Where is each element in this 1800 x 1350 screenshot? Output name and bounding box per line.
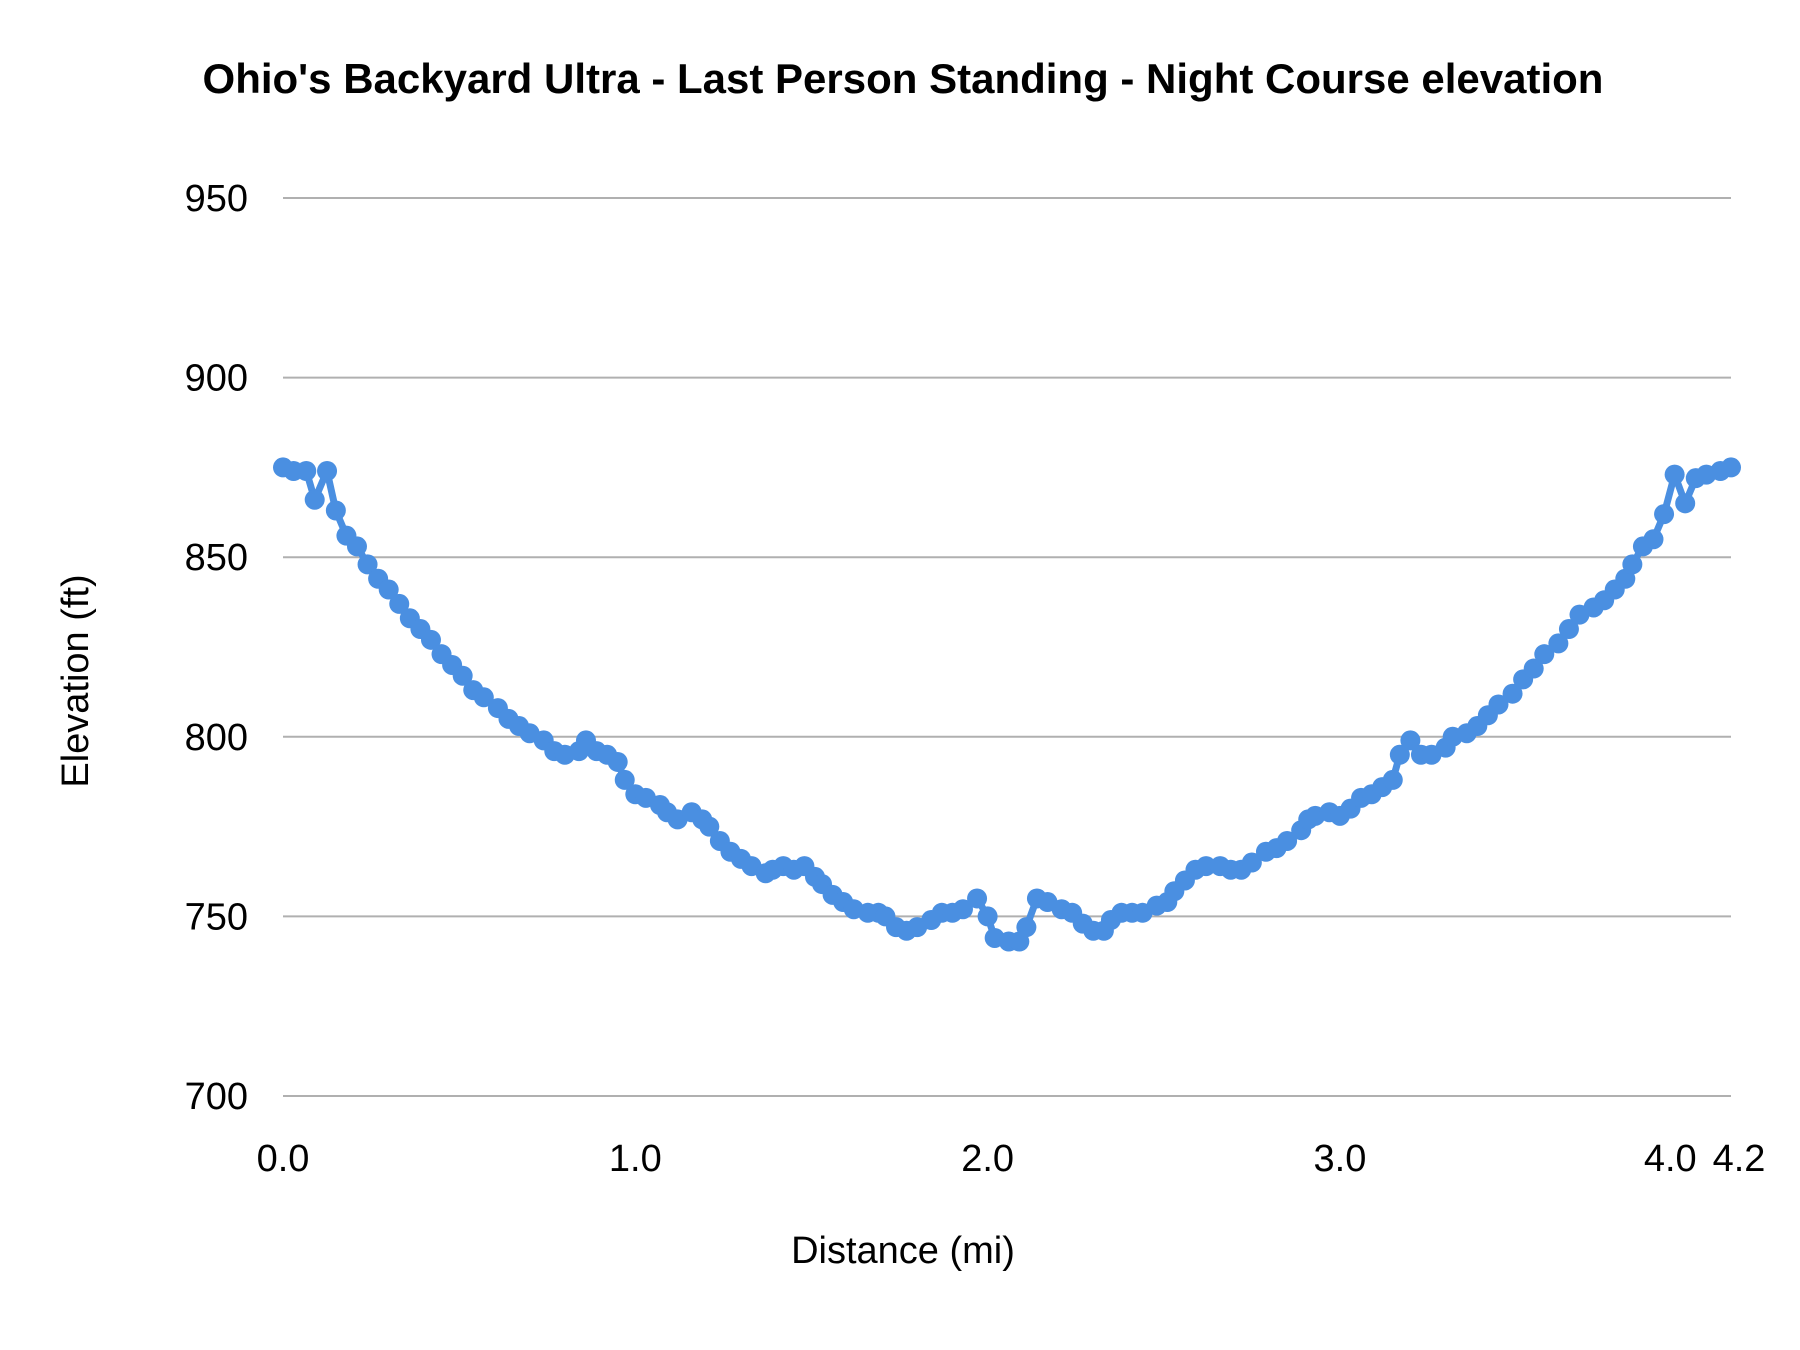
data-point: [317, 460, 338, 481]
data-point: [1400, 730, 1421, 751]
data-point: [1277, 830, 1298, 851]
data-point: [304, 489, 325, 510]
data-point: [346, 536, 367, 557]
data-point: [1534, 644, 1555, 665]
data-point: [1389, 744, 1410, 765]
data-point: [389, 593, 410, 614]
data-point: [357, 554, 378, 575]
data-point: [420, 629, 441, 650]
x-tick-label: 0.0: [257, 1138, 310, 1180]
data-point: [1675, 493, 1696, 514]
data-point: [1488, 694, 1509, 715]
data-point: [1502, 683, 1523, 704]
data-point: [452, 665, 473, 686]
data-point: [614, 769, 635, 790]
x-tick-label: 4.0: [1644, 1138, 1697, 1180]
chart-title: Ohio's Backyard Ultra - Last Person Stan…: [203, 55, 1604, 102]
data-point: [1016, 917, 1037, 938]
y-tick-labels: 700 750 800 850 900 950: [185, 178, 248, 1118]
y-axis-label: Elevation (ft): [55, 574, 97, 787]
data-point: [1643, 529, 1664, 550]
x-tick-label: 1.0: [609, 1138, 662, 1180]
x-axis-label: Distance (mi): [791, 1230, 1015, 1272]
data-point: [1548, 633, 1569, 654]
y-tick-label: 900: [185, 358, 248, 400]
y-tick-label: 800: [185, 717, 248, 759]
data-point: [378, 579, 399, 600]
data-point: [1558, 619, 1579, 640]
data-point: [1664, 464, 1685, 485]
x-tick-labels: 0.0 1.0 2.0 3.0 4.0 4.2: [257, 1138, 1766, 1180]
data-point: [1654, 504, 1675, 525]
data-point: [296, 460, 317, 481]
series-elevation: [273, 457, 1741, 952]
data-point: [977, 906, 998, 927]
y-tick-label: 750: [185, 896, 248, 938]
data-point: [699, 816, 720, 837]
data-point: [952, 899, 973, 920]
data-point: [1523, 658, 1544, 679]
x-tick-label: 2.0: [961, 1138, 1014, 1180]
data-point: [1721, 457, 1741, 478]
data-point: [1622, 554, 1643, 575]
data-point: [473, 687, 494, 708]
y-tick-label: 850: [185, 537, 248, 579]
x-tick-label: 3.0: [1314, 1138, 1367, 1180]
data-point: [1196, 856, 1217, 877]
x-tick-label: 4.2: [1713, 1138, 1766, 1180]
data-point: [1382, 769, 1403, 790]
data-point: [325, 500, 346, 521]
data-point: [967, 888, 988, 909]
y-tick-label: 700: [185, 1076, 248, 1118]
data-point: [1241, 852, 1262, 873]
data-point: [607, 751, 628, 772]
y-tick-label: 950: [185, 178, 248, 220]
